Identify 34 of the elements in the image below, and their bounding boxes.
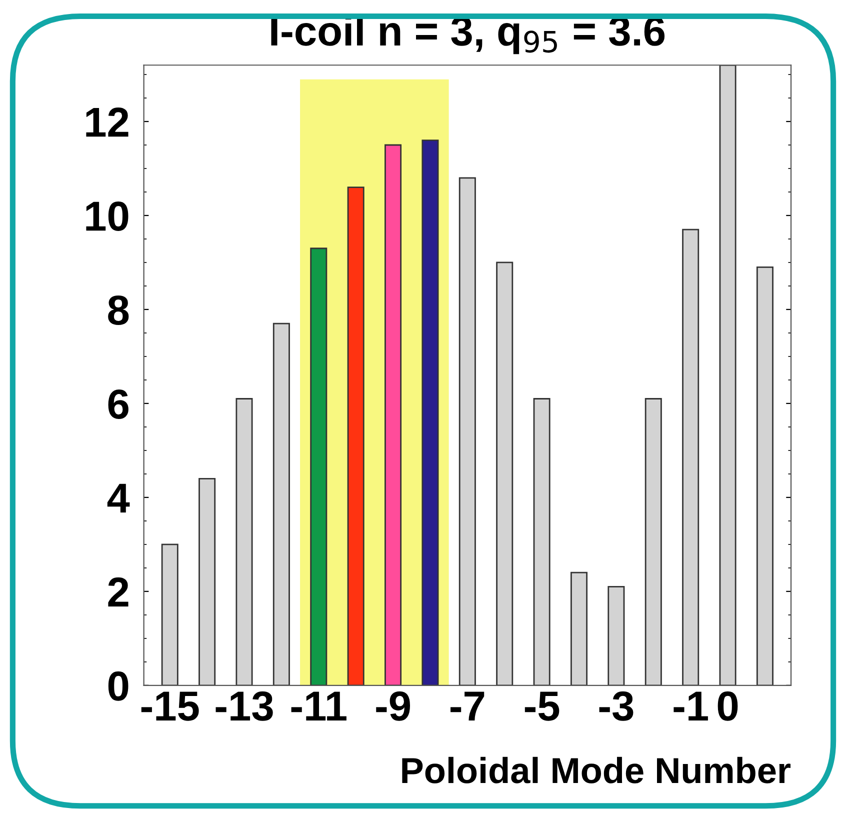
y-tick-label: 4 bbox=[107, 484, 130, 513]
bar bbox=[347, 186, 364, 686]
bar bbox=[198, 478, 216, 686]
y-tick-label: 6 bbox=[108, 389, 128, 419]
y-tick-label: 10 bbox=[86, 201, 128, 231]
y-tick-label: 0 bbox=[108, 671, 128, 701]
bar bbox=[310, 248, 328, 686]
y-tick-label: 12 bbox=[86, 108, 128, 137]
y-tick-label: 8 bbox=[108, 295, 129, 325]
bar bbox=[272, 322, 290, 686]
bar bbox=[384, 144, 402, 686]
x-tick-label: -13 bbox=[216, 691, 273, 721]
bar bbox=[570, 572, 588, 686]
bar bbox=[644, 398, 662, 686]
bar bbox=[496, 262, 514, 686]
bar bbox=[533, 398, 550, 686]
bar bbox=[236, 398, 253, 686]
x-tick-label: -5 bbox=[524, 692, 560, 721]
y-tick-label: 2 bbox=[108, 577, 128, 607]
x-tick-label: -15 bbox=[141, 692, 199, 721]
bar bbox=[422, 140, 439, 686]
x-tick-label: -3 bbox=[599, 691, 634, 721]
x-tick-label: -1 bbox=[674, 692, 708, 720]
bar bbox=[161, 544, 178, 686]
bar bbox=[458, 177, 476, 686]
x-tick-label: -7 bbox=[450, 692, 484, 720]
x-axis-title: Poloidal Mode Number bbox=[402, 756, 790, 784]
bar bbox=[719, 65, 736, 686]
bar bbox=[682, 228, 700, 686]
x-tick-label: -9 bbox=[376, 691, 410, 721]
x-tick-label: -11 bbox=[291, 692, 346, 720]
bar bbox=[756, 266, 774, 686]
x-tick-label: 0 bbox=[718, 691, 738, 721]
bar bbox=[608, 586, 625, 686]
